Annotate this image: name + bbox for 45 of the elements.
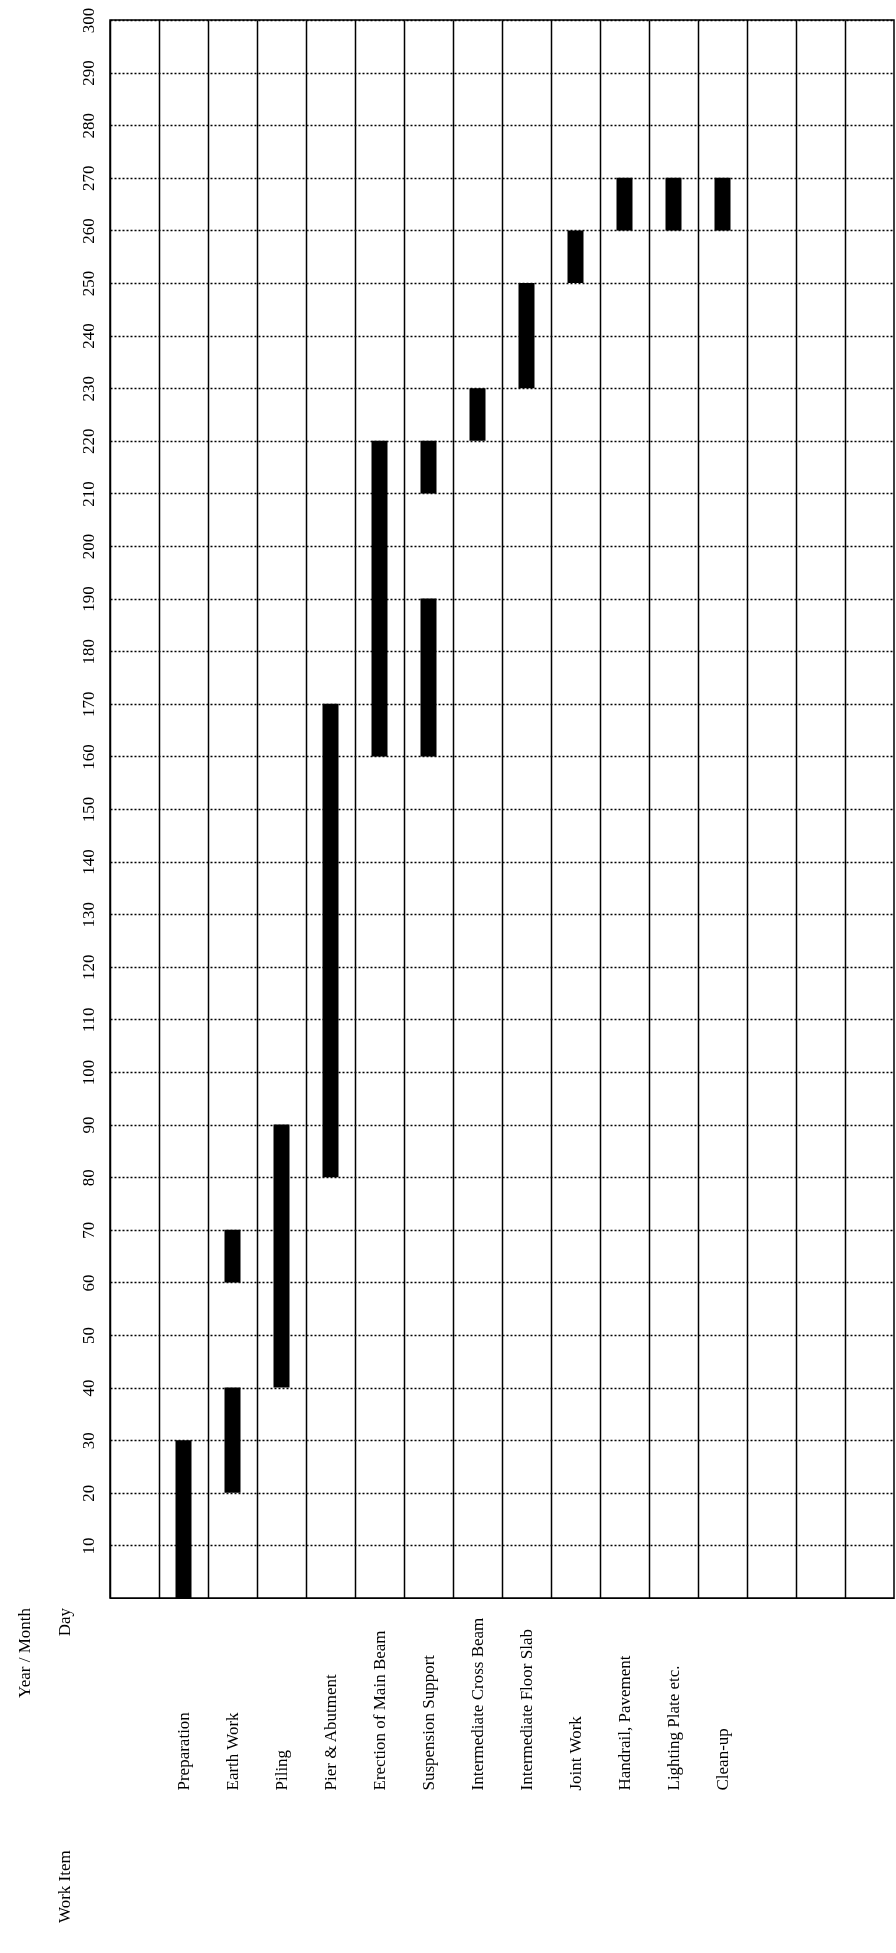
y-tick-label: 180: [78, 638, 98, 665]
text: Year / Month: [15, 1607, 34, 1698]
y-tick-label: 60: [78, 1274, 98, 1292]
x-tick-label: Clean-up: [712, 1728, 732, 1791]
y-tick-label: 270: [78, 165, 98, 192]
y-tick-label: 210: [78, 481, 98, 507]
y-tick-label: 300: [78, 7, 98, 34]
y-tick-label: 290: [78, 60, 98, 86]
y-tick-label: 70: [78, 1221, 98, 1239]
y-tick-label: 100: [78, 1059, 98, 1086]
y-tick-label: 50: [78, 1327, 98, 1344]
x-tick-label: Intermediate Cross Beam: [467, 1617, 487, 1791]
y-tick-label: 40: [78, 1379, 98, 1397]
y-tick-label: 110: [78, 1007, 98, 1033]
y-tick-label: 160: [78, 744, 98, 770]
x-tick-label: Earth Work: [222, 1711, 242, 1791]
y-tick-label: 30: [78, 1432, 98, 1450]
x-tick-label: Erection of Main Beam: [369, 1630, 389, 1791]
text: Day: [55, 1607, 74, 1637]
x-tick-label: Piling: [271, 1749, 291, 1791]
y-tick-label: 140: [78, 849, 98, 875]
y-tick-label: 280: [78, 112, 98, 139]
x-tick-label: Preparation: [173, 1711, 193, 1791]
y-tick-label: 120: [78, 954, 98, 981]
x-tick-label: Intermediate Floor Slab: [516, 1629, 536, 1791]
x-tick-label: Lighting Plate etc.: [663, 1665, 683, 1791]
text: Work Item: [55, 1850, 74, 1923]
x-tick-label: Handrail, Pavement: [614, 1655, 634, 1791]
y-tick-label: 220: [78, 428, 98, 455]
y-tick-label: 260: [78, 218, 98, 244]
x-tick-label: Joint Work: [565, 1715, 585, 1791]
y-tick-label: 190: [78, 586, 98, 612]
y-tick-label: 230: [78, 375, 98, 402]
y-tick-label: 250: [78, 270, 98, 297]
y-tick-label: 80: [78, 1169, 98, 1187]
y-tick-label: 20: [78, 1484, 98, 1502]
y-tick-label: 200: [78, 533, 98, 560]
y-tick-label: 150: [78, 796, 98, 823]
y-tick-label: 170: [78, 691, 98, 718]
x-tick-label: Suspension Support: [418, 1654, 438, 1791]
y-tick-label: 130: [78, 901, 98, 928]
y-tick-label: 240: [78, 323, 98, 349]
y-tick-label: 90: [78, 1116, 98, 1134]
y-tick-label: 10: [78, 1537, 98, 1555]
x-tick-label: Pier & Abutment: [320, 1674, 340, 1791]
